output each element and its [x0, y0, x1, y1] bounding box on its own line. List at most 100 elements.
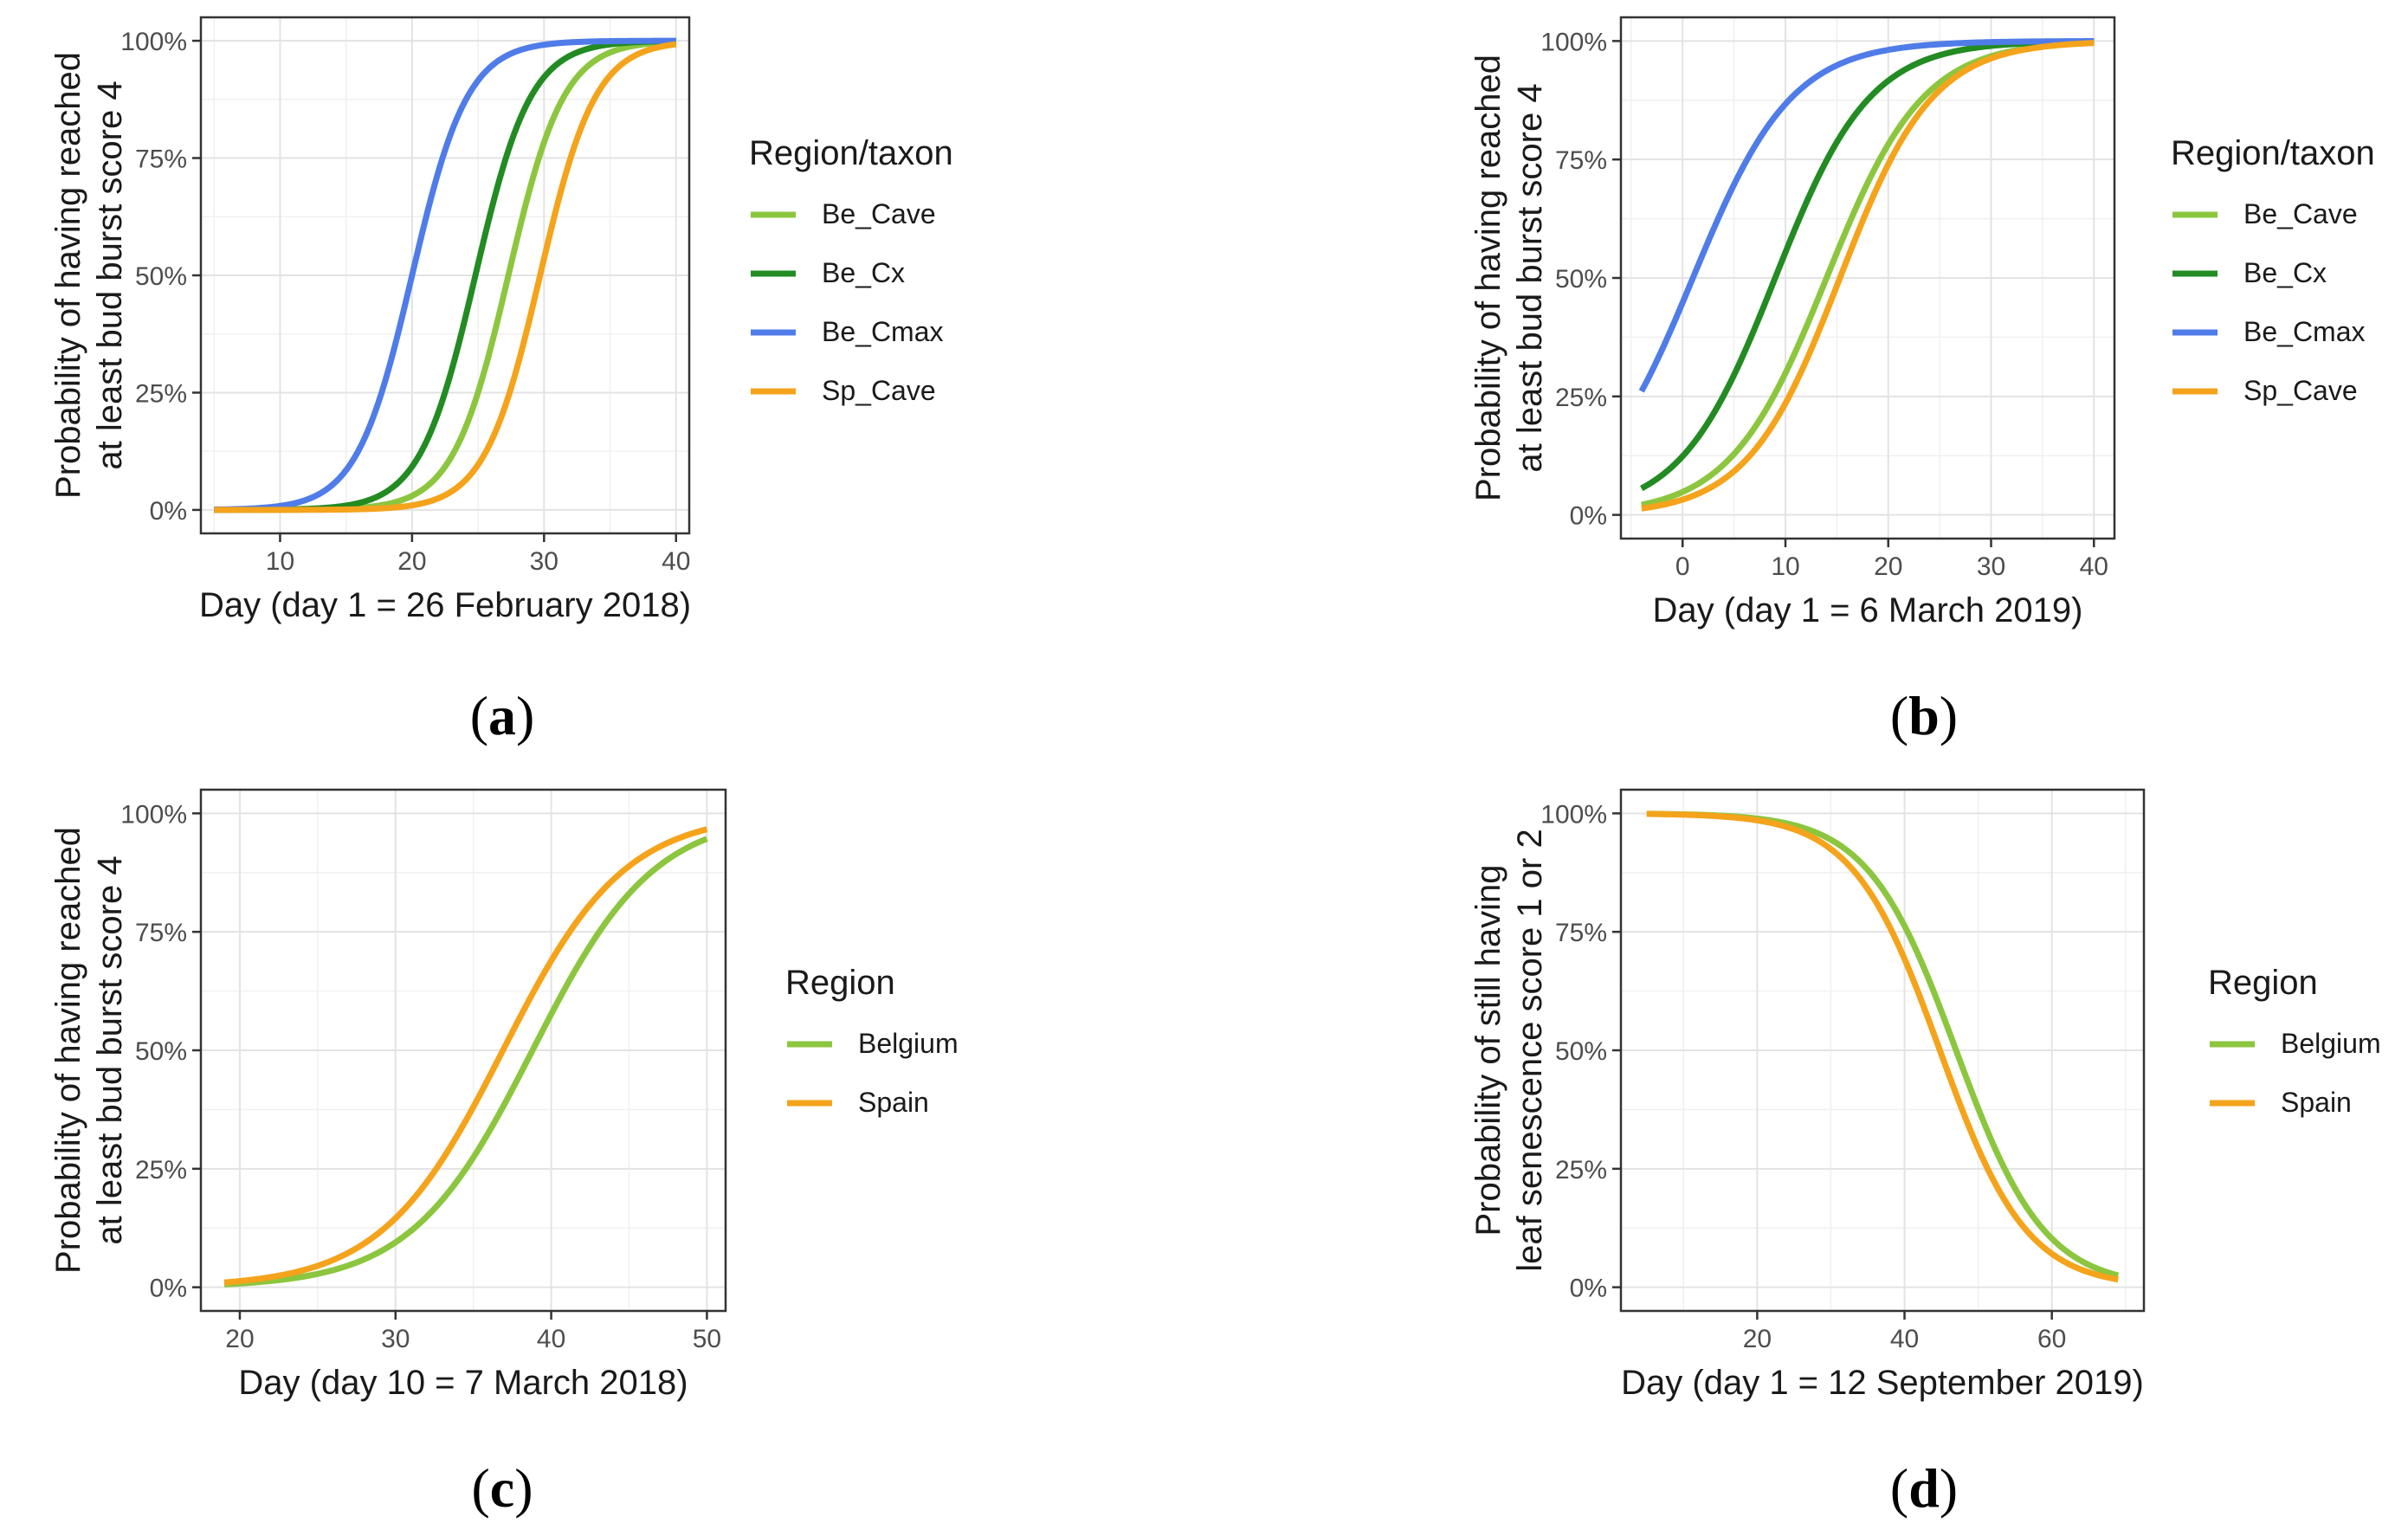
panel-label-letter: a	[488, 685, 516, 746]
legend-label: Spain	[2281, 1087, 2352, 1118]
y-tick-label: 100%	[120, 800, 187, 829]
legend-label: Be_Cmax	[822, 316, 944, 347]
x-tick-label: 40	[1890, 1325, 1919, 1353]
panel-label-open: (	[1890, 1457, 1908, 1519]
panel-label-close: )	[514, 1457, 533, 1519]
x-tick-label: 40	[662, 547, 690, 576]
y-axis-title-line: at least bud burst score 4	[1511, 83, 1549, 472]
y-tick-label: 0%	[1570, 1275, 1607, 1303]
x-tick-label: 20	[225, 1325, 254, 1353]
legend-title: Region/taxon	[749, 134, 953, 172]
y-axis-title-line: Probability of still having	[1469, 864, 1507, 1236]
y-tick-label: 75%	[135, 145, 187, 174]
panel-label-letter: b	[1908, 685, 1940, 746]
y-axis-title-line: Probability of having reached	[49, 52, 87, 499]
x-axis-title: Day (day 1 = 6 March 2019)	[1653, 591, 2083, 629]
panel-label-close: )	[1940, 1457, 1958, 1519]
panel-label: (d)	[1890, 1457, 1958, 1519]
panel-d: 20 40 60 0% 25% 50% 75% 100% Day (day 1 = 12 Sep…	[1469, 788, 2381, 1519]
legend-label: Be_Cave	[822, 198, 936, 229]
legend-label: Spain	[858, 1087, 929, 1118]
y-tick-label: 25%	[1555, 384, 1607, 412]
legend-title: Region	[785, 964, 895, 1002]
panel-label-open: (	[471, 1457, 489, 1519]
x-tick-label: 60	[2037, 1325, 2066, 1353]
panel-label: (c)	[471, 1457, 533, 1519]
x-tick-label: 50	[693, 1325, 721, 1353]
x-tick-label: 10	[1771, 552, 1799, 581]
series-line-be-cmax	[214, 37, 676, 513]
y-tick-label: 100%	[120, 28, 187, 56]
legend-label: Sp_Cave	[822, 375, 936, 406]
y-tick-label: 100%	[1540, 800, 1607, 829]
x-tick-label: 0	[1675, 552, 1690, 581]
y-axis-title: Probability of having reached at least bu…	[49, 52, 129, 499]
legend: Region/taxon Be_Cave Be_Cx Be_Cmax Sp_Cave	[749, 134, 953, 406]
y-tick-label: 0%	[150, 1275, 187, 1303]
y-tick-label: 75%	[1555, 919, 1607, 947]
series-line-spain	[223, 826, 708, 1286]
panel-label-close: )	[516, 685, 534, 746]
x-axis-title: Day (day 10 = 7 March 2018)	[238, 1364, 688, 1402]
legend-label: Be_Cx	[822, 257, 905, 288]
legend: Region Belgium Spain	[2208, 964, 2381, 1118]
legend: Region/taxon Be_Cave Be_Cx Be_Cmax Sp_Cave	[2171, 134, 2375, 406]
panel-label: (b)	[1890, 685, 1958, 746]
y-tick-label: 0%	[150, 497, 187, 526]
series-line-sp-cave	[1641, 40, 2095, 512]
legend-label: Belgium	[858, 1028, 959, 1059]
panel-a: 10 20 30 40 0% 25% 50% 75% 100% Day (day 1 = 26 F…	[49, 16, 953, 746]
y-tick-label: 75%	[1555, 146, 1607, 175]
y-tick-label: 25%	[135, 1156, 187, 1185]
legend-title: Region	[2208, 964, 2318, 1002]
panel-label-close: )	[1940, 685, 1958, 746]
y-axis-title: Probability of having reached at least bu…	[1469, 55, 1549, 501]
legend: Region Belgium Spain	[785, 964, 959, 1118]
panel-label-open: (	[1890, 685, 1908, 746]
legend-label: Belgium	[2281, 1028, 2381, 1059]
legend-label: Be_Cave	[2243, 198, 2358, 229]
panel-label-letter: d	[1908, 1457, 1940, 1519]
y-axis-title-line: at least bud burst score 4	[91, 81, 129, 469]
x-tick-label: 20	[1874, 552, 1902, 581]
y-tick-label: 50%	[1555, 1037, 1607, 1066]
y-tick-label: 50%	[135, 1037, 187, 1066]
x-tick-label: 30	[381, 1325, 410, 1353]
y-axis-title-line: Probability of having reached	[1469, 55, 1507, 501]
panel-label-letter: c	[490, 1457, 514, 1519]
panel-label: (a)	[470, 685, 535, 746]
series-line-spain	[1646, 810, 2119, 1283]
panel-label-open: (	[470, 685, 488, 746]
x-tick-label: 30	[530, 547, 558, 576]
x-tick-label: 40	[2080, 552, 2108, 581]
panel-c: 20 30 40 50 0% 25% 50% 75% 100% Day (day 10 = 7 M…	[49, 788, 959, 1519]
legend-label: Be_Cx	[2243, 257, 2327, 288]
y-axis-title-line: Probability of having reached	[49, 827, 87, 1274]
legend-label: Be_Cmax	[2243, 316, 2366, 347]
series-line-sp-cave	[214, 41, 677, 513]
y-tick-label: 50%	[135, 262, 187, 291]
x-tick-label: 10	[266, 547, 294, 576]
x-tick-label: 40	[537, 1325, 565, 1353]
y-tick-label: 50%	[1555, 265, 1607, 294]
x-axis-title: Day (day 1 = 26 February 2018)	[199, 586, 691, 624]
x-tick-label: 30	[1977, 552, 2005, 581]
legend-label: Sp_Cave	[2243, 375, 2358, 406]
y-axis-title: Probability of still having leaf senescen…	[1469, 829, 1549, 1271]
y-tick-label: 75%	[135, 919, 187, 947]
x-axis-title: Day (day 1 = 12 September 2019)	[1621, 1364, 2144, 1402]
y-axis-title-line: leaf senescence score 1 or 2	[1511, 829, 1549, 1271]
y-tick-label: 0%	[1570, 502, 1607, 531]
x-tick-label: 20	[397, 547, 426, 576]
y-axis-title: Probability of having reached at least bu…	[49, 827, 129, 1274]
y-axis-title-line: at least bud burst score 4	[91, 855, 129, 1244]
y-tick-label: 25%	[1555, 1156, 1607, 1185]
legend-title: Region/taxon	[2171, 134, 2375, 172]
series-line-belgium	[223, 836, 708, 1288]
panel-b: 0 10 20 30 40 0% 25% 50% 75% 100% Day (day 1 = 6 M…	[1469, 16, 2375, 746]
y-tick-label: 100%	[1540, 28, 1607, 56]
series-line-be-cmax	[1638, 38, 2095, 393]
x-tick-label: 20	[1743, 1325, 1772, 1353]
y-tick-label: 25%	[135, 379, 187, 408]
